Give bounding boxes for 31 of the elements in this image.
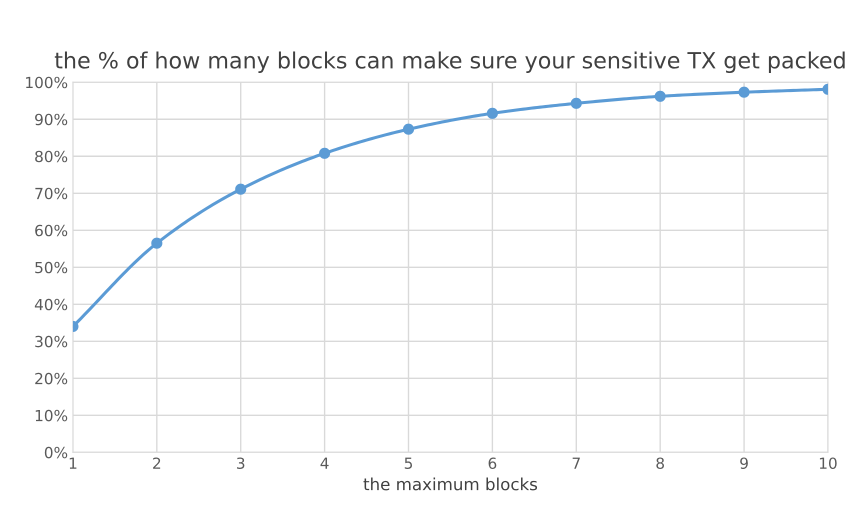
point	[319, 148, 330, 159]
y-tick-label: 100%	[26, 76, 68, 88]
y-tick-label: 20%	[35, 372, 68, 384]
point	[402, 124, 414, 135]
point	[235, 184, 246, 195]
x-tick-label: 9	[740, 457, 748, 470]
y-tick-label: 10%	[36, 410, 68, 422]
x-tick-label: 2	[153, 457, 160, 469]
point	[570, 98, 582, 109]
chart-title: the % of how many blocks can make sure your sensitive TX get packed	[54, 51, 845, 73]
y-tick-label: 80%	[35, 150, 68, 162]
x-tick-label: 7	[572, 458, 580, 469]
y-tick-label: 0%	[44, 446, 68, 458]
y-tick-label: 70%	[35, 188, 68, 200]
x-axis-title: the maximum blocks	[363, 478, 538, 490]
x-tick-label: 4	[320, 458, 329, 469]
x-tick-label: 8	[656, 457, 664, 470]
y-tick-label: 30%	[35, 336, 68, 348]
y-tick-label: 50%	[35, 262, 68, 274]
x-tick-label: 3	[237, 457, 244, 470]
x-tick-label: 1	[70, 458, 76, 469]
point	[486, 108, 498, 119]
x-tick-label: 5	[404, 458, 412, 470]
y-tick-label: 90%	[35, 114, 68, 126]
point	[151, 238, 162, 249]
x-tick-label: 10	[820, 457, 837, 470]
y-tick-label: 60%	[35, 224, 68, 236]
point	[654, 90, 666, 102]
y-tick-label: 40%	[34, 298, 68, 310]
point	[738, 86, 750, 98]
x-tick-label: 6	[488, 457, 496, 470]
